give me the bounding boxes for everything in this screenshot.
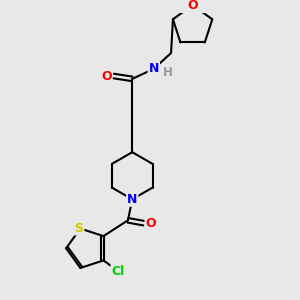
- Text: N: N: [148, 62, 159, 75]
- Text: O: O: [187, 0, 198, 11]
- Text: O: O: [146, 217, 156, 230]
- Text: Cl: Cl: [112, 265, 125, 278]
- Text: N: N: [127, 193, 137, 206]
- Text: H: H: [163, 66, 173, 79]
- Text: S: S: [74, 221, 83, 235]
- Text: O: O: [101, 70, 112, 83]
